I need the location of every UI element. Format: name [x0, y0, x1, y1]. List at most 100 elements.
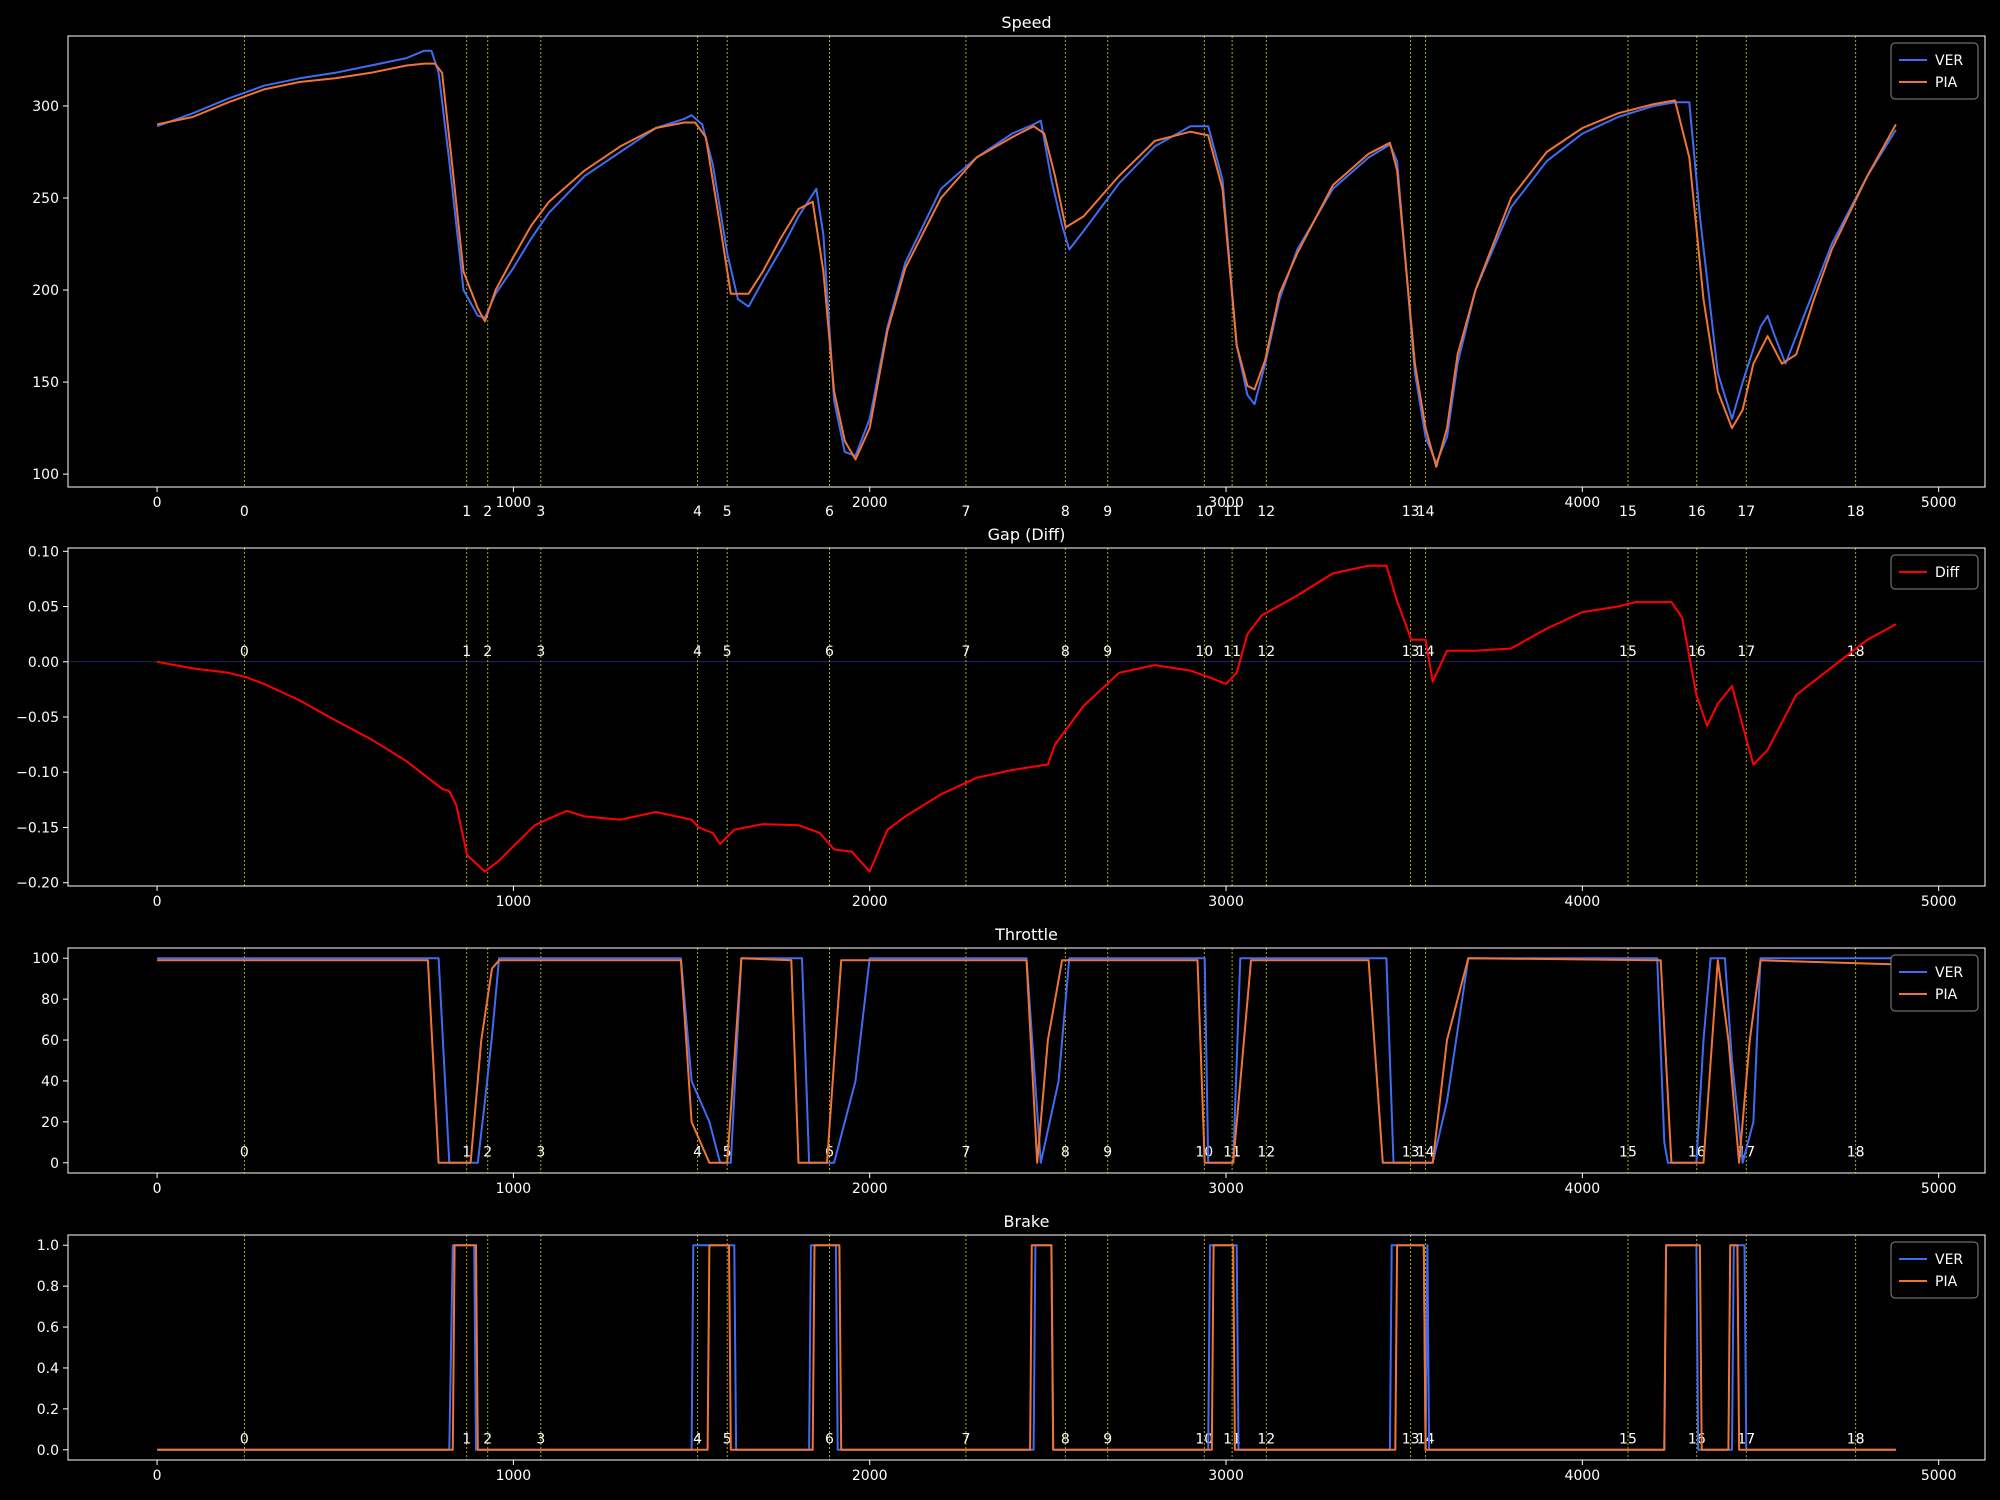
corner-label-1: 1 — [462, 1145, 471, 1161]
corner-label-11: 11 — [1223, 644, 1241, 660]
corner-label-6: 6 — [825, 644, 834, 660]
gap-ytick-label: −0.15 — [16, 820, 59, 836]
throttle-ytick-label: 20 — [41, 1115, 59, 1131]
corner-label-10: 10 — [1195, 504, 1213, 520]
gap-xtick-label: 1000 — [496, 894, 532, 910]
corner-label-13: 13 — [1402, 1432, 1420, 1448]
corner-label-9: 9 — [1103, 1145, 1112, 1161]
corner-label-2: 2 — [483, 1432, 492, 1448]
corner-label-13: 13 — [1402, 644, 1420, 660]
corner-label-5: 5 — [723, 1432, 732, 1448]
corner-label-15: 15 — [1619, 1145, 1637, 1161]
corner-label-3: 3 — [536, 1432, 545, 1448]
speed-series-pia-line — [156, 62, 1897, 468]
corner-label-0: 0 — [240, 1145, 249, 1161]
throttle-xtick-label: 5000 — [1921, 1181, 1957, 1197]
throttle-xtick-label: 4000 — [1565, 1181, 1601, 1197]
corner-label-0: 0 — [240, 644, 249, 660]
gap-ytick-label: −0.05 — [16, 710, 59, 726]
corner-label-0: 0 — [240, 1432, 249, 1448]
corner-label-7: 7 — [961, 504, 970, 520]
speed-ytick-label: 150 — [32, 375, 59, 391]
corner-label-18: 18 — [1847, 1145, 1865, 1161]
throttle-series-ver-line — [157, 957, 1896, 1164]
throttle-ytick-label: 40 — [41, 1074, 59, 1090]
brake-xtick-label: 5000 — [1921, 1468, 1957, 1484]
corner-label-5: 5 — [723, 504, 732, 520]
brake-xtick-label: 1000 — [496, 1468, 532, 1484]
corner-label-1: 1 — [462, 1432, 471, 1448]
throttle-xtick-label: 2000 — [852, 1181, 888, 1197]
brake-legend-label-ver: VER — [1935, 1252, 1963, 1268]
speed-xtick-label: 1000 — [496, 495, 532, 511]
brake-xtick-label: 2000 — [852, 1468, 888, 1484]
corner-label-16: 16 — [1688, 504, 1706, 520]
throttle-series-pia-line — [157, 957, 1896, 1164]
speed-xtick-label: 2000 — [852, 495, 888, 511]
corner-label-8: 8 — [1061, 1145, 1070, 1161]
throttle-xtick-label: 0 — [153, 1181, 162, 1197]
speed-title: Speed — [1001, 13, 1051, 32]
speed-xtick-label: 3000 — [1208, 495, 1244, 511]
gap-ytick-label: 0.05 — [28, 600, 59, 616]
corner-label-11: 11 — [1223, 1432, 1241, 1448]
corner-label-5: 5 — [723, 644, 732, 660]
speed-legend: VER PIA — [1890, 42, 1979, 100]
corner-label-6: 6 — [825, 1432, 834, 1448]
corner-label-14: 14 — [1417, 644, 1435, 660]
corner-label-6: 6 — [825, 1145, 834, 1161]
corner-label-15: 15 — [1619, 1432, 1637, 1448]
gap-legend: Diff — [1890, 554, 1979, 590]
brake-ytick-label: 0.0 — [37, 1443, 59, 1459]
brake-series-pia-line — [157, 1244, 1896, 1451]
corner-label-16: 16 — [1688, 644, 1706, 660]
corner-label-12: 12 — [1257, 1432, 1275, 1448]
corner-label-18: 18 — [1847, 1432, 1865, 1448]
corner-label-18: 18 — [1847, 504, 1865, 520]
brake-legend-label-pia: PIA — [1935, 1274, 1958, 1290]
corner-label-10: 10 — [1195, 644, 1213, 660]
corner-label-17: 17 — [1737, 504, 1755, 520]
corner-label-1: 1 — [462, 504, 471, 520]
corner-label-13: 13 — [1402, 1145, 1420, 1161]
brake-axes-frame — [67, 1234, 1986, 1461]
corner-label-9: 9 — [1103, 644, 1112, 660]
corner-label-15: 15 — [1619, 504, 1637, 520]
corner-label-12: 12 — [1257, 1145, 1275, 1161]
corner-label-16: 16 — [1688, 1432, 1706, 1448]
gap-legend-label-diff: Diff — [1935, 565, 1960, 581]
speed-axes-frame — [67, 35, 1986, 488]
corner-label-4: 4 — [693, 1145, 702, 1161]
brake-legend: VER PIA — [1890, 1241, 1979, 1299]
corner-label-2: 2 — [483, 504, 492, 520]
brake-ytick-label: 0.6 — [37, 1320, 59, 1336]
corner-label-4: 4 — [693, 504, 702, 520]
throttle-ytick-label: 100 — [32, 951, 59, 967]
throttle-legend-label-ver: VER — [1935, 965, 1963, 981]
throttle-legend-box — [1890, 954, 1979, 1012]
corner-label-17: 17 — [1737, 644, 1755, 660]
throttle-ytick-label: 0 — [50, 1156, 59, 1172]
speed-ytick-label: 100 — [32, 467, 59, 483]
corner-label-8: 8 — [1061, 1432, 1070, 1448]
corner-label-3: 3 — [536, 504, 545, 520]
brake-xtick-label: 3000 — [1208, 1468, 1244, 1484]
speed-ytick-label: 200 — [32, 283, 59, 299]
corner-label-9: 9 — [1103, 1432, 1112, 1448]
gap-xtick-label: 2000 — [852, 894, 888, 910]
corner-label-7: 7 — [961, 1145, 970, 1161]
gap-ytick-label: −0.10 — [16, 765, 59, 781]
speed-xtick-label: 4000 — [1565, 495, 1601, 511]
speed-legend-label-pia: PIA — [1935, 75, 1958, 91]
corner-label-8: 8 — [1061, 504, 1070, 520]
gap-xtick-label: 3000 — [1208, 894, 1244, 910]
corner-label-11: 11 — [1223, 1145, 1241, 1161]
corner-label-9: 9 — [1103, 504, 1112, 520]
brake-ytick-label: 0.4 — [37, 1361, 59, 1377]
throttle-ytick-label: 60 — [41, 1033, 59, 1049]
corner-label-12: 12 — [1257, 644, 1275, 660]
